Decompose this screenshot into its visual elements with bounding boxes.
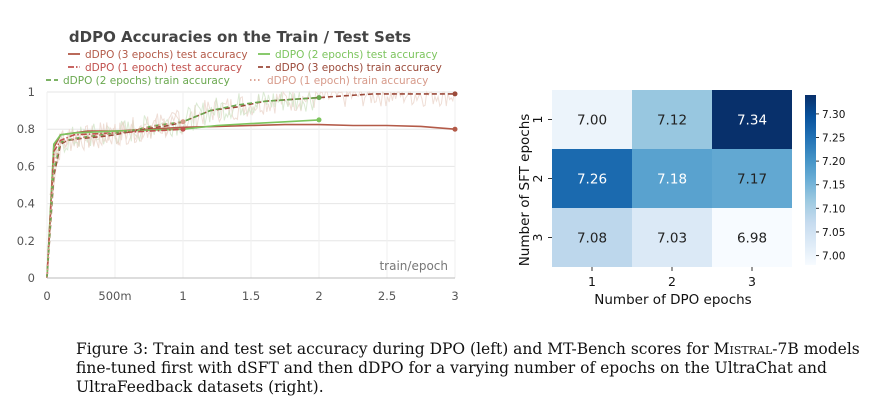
heatmap-x-tick-label: 1	[588, 274, 596, 289]
heatmap-cell-value: 7.18	[657, 172, 687, 188]
legend-entry-1: dDPO (2 epochs) test accuracy	[275, 49, 438, 61]
heatmap-cell	[632, 149, 712, 208]
series-line-5	[46, 121, 184, 279]
heatmap-cell	[552, 149, 632, 208]
caption-prefix: Figure 3: Train and test set accuracy du…	[76, 340, 714, 358]
series-endpoint-1	[316, 117, 322, 123]
heatmap-cell-value: 7.00	[577, 113, 607, 129]
heatmap-cell-value: 7.08	[577, 231, 607, 247]
line-chart-svg: dDPO Accuracies on the Train / Test Sets…	[0, 0, 470, 303]
heatmap-cell	[632, 208, 712, 267]
caption-suffix: models fine-tuned first with dSFT and th…	[76, 340, 860, 396]
y-tick-label: 0	[28, 271, 35, 285]
x-tick-label: 1.5	[242, 289, 260, 303]
heatmap-cell-value: 6.98	[737, 231, 767, 247]
x-tick-label: 3	[451, 289, 458, 303]
heatmap-svg: 7.00 7.12 7.34 7.26 7.18 7.17 7.08 7.03 6.98 1 2 3…	[517, 90, 845, 308]
colorbar-bar	[805, 95, 816, 265]
heatmap-cell-value: 7.17	[737, 172, 767, 188]
heatmap-cell-value: 7.34	[737, 113, 767, 129]
colorbar-tick-label: 7.20	[822, 156, 845, 168]
legend-entry-2: dDPO (1 epoch) test accuracy	[85, 62, 242, 74]
x-tick-label: 1	[179, 289, 186, 303]
heatmap-cell-value: 7.12	[657, 113, 687, 129]
chart-legend: dDPO (3 epochs) test accuracy dDPO (2 epo…	[46, 49, 442, 87]
colorbar-tick-label: 7.30	[822, 109, 845, 121]
figure-caption: Figure 3: Train and test set accuracy du…	[76, 340, 876, 397]
colorbar-tick-label: 7.05	[822, 227, 845, 239]
series-endpoint-0	[452, 126, 458, 132]
legend-entry-5: dDPO (1 epoch) train accuracy	[267, 75, 428, 87]
colorbar: 7.00 7.05 7.10 7.15 7.20 7.25 7.30	[805, 95, 845, 265]
raw-train-trace	[49, 90, 455, 195]
heatmap-y-label: Number of SFT epochs	[517, 114, 533, 267]
heatmap-x-tick-label: 2	[668, 274, 676, 289]
y-tick-label: 0.4	[17, 197, 35, 211]
series-line-1	[46, 119, 320, 279]
heatmap-x-label: Number of DPO epochs	[594, 292, 751, 308]
y-tick-label: 0.8	[17, 122, 35, 136]
heatmap-cell	[632, 90, 712, 149]
heatmap-cell	[552, 208, 632, 267]
heatmap-cell-value: 7.03	[657, 231, 687, 247]
x-tick-label: 0	[43, 289, 50, 303]
x-axis-label: train/epoch	[379, 259, 448, 273]
heatmap-cell	[712, 149, 792, 208]
heatmap-cells: 7.00 7.12 7.34 7.26 7.18 7.17 7.08 7.03 6.98	[552, 90, 792, 267]
legend-entry-4: dDPO (2 epochs) train accuracy	[63, 75, 230, 87]
heatmap-y-tick-label: 2	[530, 175, 545, 183]
colorbar-tick-label: 7.00	[822, 251, 845, 263]
heatmap-cell	[552, 90, 632, 149]
colorbar-tick-label: 7.25	[822, 133, 845, 145]
y-tick-label: 1	[28, 85, 35, 99]
x-tick-label: 2.5	[378, 289, 396, 303]
chart-title: dDPO Accuracies on the Train / Test Sets	[69, 28, 411, 46]
series-endpoint-5	[180, 119, 186, 125]
heatmap-cell	[712, 90, 792, 149]
series-line-4	[46, 96, 320, 279]
mt-bench-heatmap: 7.00 7.12 7.34 7.26 7.18 7.17 7.08 7.03 6.98 1 2 3…	[500, 60, 895, 320]
series-line-2	[46, 128, 184, 279]
legend-entry-0: dDPO (3 epochs) test accuracy	[85, 49, 248, 61]
chart-axes: 0 0.2 0.4 0.6 0.8 1 0 500m 1 1.5 2 2.5 3	[17, 85, 459, 303]
x-tick-label: 2	[315, 289, 322, 303]
training-accuracy-chart: dDPO Accuracies on the Train / Test Sets…	[0, 0, 470, 320]
series-endpoint-3	[452, 91, 458, 97]
series-endpoint-2	[180, 126, 186, 132]
caption-model: Mistral-7B	[713, 340, 799, 358]
heatmap-y-tick-label: 3	[530, 234, 545, 242]
y-tick-label: 0.2	[17, 234, 35, 248]
heatmap-x-tick-label: 3	[748, 274, 756, 289]
heatmap-cell	[712, 208, 792, 267]
x-tick-label: 500m	[98, 289, 131, 303]
heatmap-axes: 1 2 3 1 2 3	[530, 116, 756, 289]
colorbar-tick-label: 7.10	[822, 203, 845, 215]
series-endpoint-4	[316, 95, 322, 101]
colorbar-tick-label: 7.15	[822, 180, 845, 192]
y-tick-label: 0.6	[17, 159, 35, 173]
legend-entry-3: dDPO (3 epochs) train accuracy	[275, 62, 442, 74]
heatmap-cell-value: 7.26	[577, 172, 607, 188]
chart-series	[46, 91, 458, 279]
heatmap-y-tick-label: 1	[530, 116, 545, 124]
